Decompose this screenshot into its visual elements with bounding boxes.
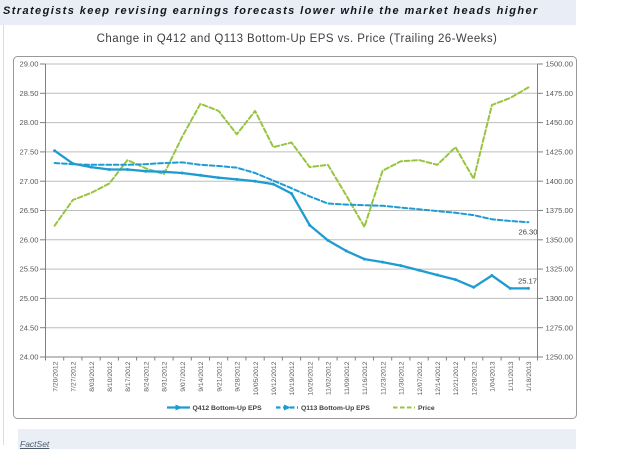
svg-text:10/19/2012: 10/19/2012 (289, 361, 296, 395)
svg-text:9/14/2012: 9/14/2012 (198, 361, 205, 391)
svg-text:25.50: 25.50 (19, 265, 38, 274)
svg-text:11/23/2012: 11/23/2012 (380, 361, 387, 395)
svg-text:11/09/2012: 11/09/2012 (344, 361, 351, 395)
svg-text:1/04/2013: 1/04/2013 (490, 361, 497, 391)
svg-text:1450.00: 1450.00 (546, 118, 573, 127)
svg-text:1425.00: 1425.00 (546, 148, 573, 157)
svg-text:25.00: 25.00 (19, 294, 38, 303)
svg-text:25.17: 25.17 (518, 276, 537, 285)
svg-text:10/26/2012: 10/26/2012 (307, 361, 314, 395)
svg-text:9/28/2012: 9/28/2012 (235, 361, 242, 391)
svg-text:8/03/2012: 8/03/2012 (89, 361, 96, 391)
svg-text:8/31/2012: 8/31/2012 (162, 361, 169, 391)
svg-text:27.00: 27.00 (19, 177, 38, 186)
svg-text:7/27/2012: 7/27/2012 (71, 361, 78, 391)
svg-text:8/10/2012: 8/10/2012 (107, 361, 114, 391)
svg-text:8/17/2012: 8/17/2012 (125, 361, 132, 391)
svg-text:27.50: 27.50 (19, 148, 38, 157)
svg-text:Q113 Bottom-Up EPS: Q113 Bottom-Up EPS (301, 405, 370, 412)
svg-text:10/05/2012: 10/05/2012 (253, 361, 260, 395)
svg-text:1400.00: 1400.00 (546, 177, 573, 186)
svg-text:29.00: 29.00 (19, 60, 38, 69)
svg-text:24.50: 24.50 (19, 323, 38, 332)
svg-text:1325.00: 1325.00 (546, 265, 573, 274)
svg-text:1300.00: 1300.00 (546, 294, 573, 303)
svg-text:1/11/2013: 1/11/2013 (508, 361, 515, 391)
svg-text:28.50: 28.50 (19, 89, 38, 98)
svg-text:9/21/2012: 9/21/2012 (216, 361, 223, 391)
svg-text:7/20/2012: 7/20/2012 (52, 361, 59, 391)
svg-text:12/14/2012: 12/14/2012 (435, 361, 442, 395)
svg-text:26.50: 26.50 (19, 206, 38, 215)
svg-text:24.00: 24.00 (19, 353, 38, 362)
svg-text:1275.00: 1275.00 (546, 323, 573, 332)
svg-text:12/28/2012: 12/28/2012 (471, 361, 478, 395)
svg-text:8/24/2012: 8/24/2012 (143, 361, 150, 391)
svg-text:12/07/2012: 12/07/2012 (417, 361, 424, 395)
svg-text:Q412 Bottom-Up EPS: Q412 Bottom-Up EPS (193, 405, 263, 412)
svg-text:26.00: 26.00 (19, 235, 38, 244)
svg-text:26.30: 26.30 (518, 228, 537, 237)
svg-text:1/18/2013: 1/18/2013 (526, 361, 533, 391)
svg-text:28.00: 28.00 (19, 118, 38, 127)
svg-text:9/07/2012: 9/07/2012 (180, 361, 187, 391)
svg-text:12/21/2012: 12/21/2012 (453, 361, 460, 395)
svg-text:1250.00: 1250.00 (546, 353, 573, 362)
svg-text:Price: Price (418, 405, 435, 412)
svg-text:11/02/2012: 11/02/2012 (326, 361, 333, 395)
svg-text:1375.00: 1375.00 (546, 206, 573, 215)
svg-text:11/16/2012: 11/16/2012 (362, 361, 369, 395)
svg-text:11/30/2012: 11/30/2012 (399, 361, 406, 395)
svg-text:1500.00: 1500.00 (546, 60, 573, 69)
svg-text:1475.00: 1475.00 (546, 89, 573, 98)
svg-text:10/12/2012: 10/12/2012 (271, 361, 278, 395)
svg-text:1350.00: 1350.00 (546, 235, 573, 244)
